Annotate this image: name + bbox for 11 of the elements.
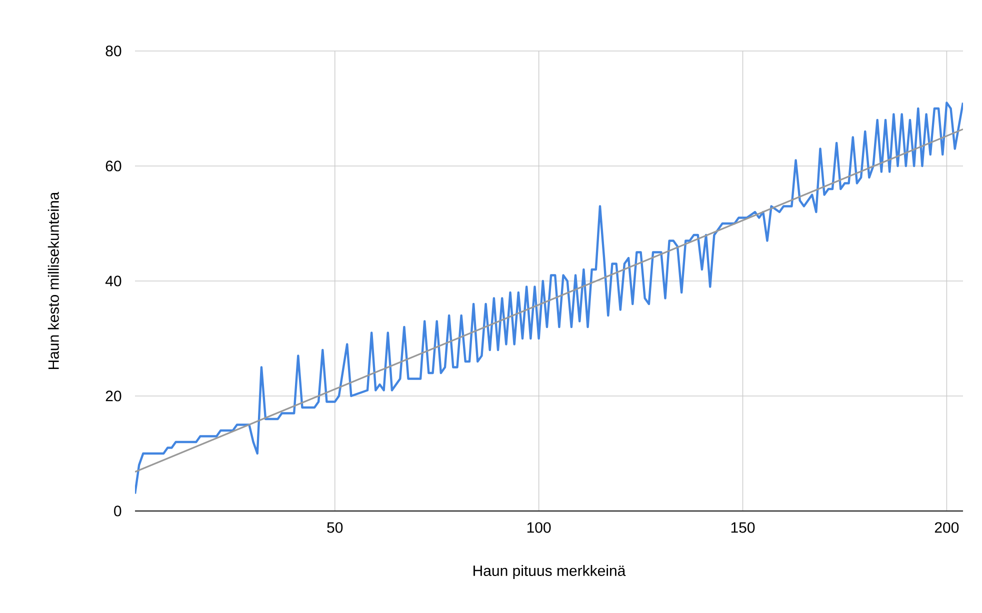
- y-axis-title: Haun kesto millisekunteina: [48, 192, 59, 369]
- x-axis-title: Haun pituus merkkeinä: [474, 565, 626, 579]
- y-tick-label: 40: [105, 276, 122, 286]
- x-tick-label: 50: [327, 522, 343, 533]
- y-tick-label: 60: [106, 160, 122, 172]
- y-tick-label: 0: [114, 506, 122, 516]
- y-tick-label: 80: [106, 46, 122, 56]
- x-tick-label: 150: [731, 522, 755, 533]
- x-tick-label: 100: [527, 522, 551, 533]
- y-tick-label: 20: [106, 390, 122, 402]
- x-tick-label: 200: [934, 522, 959, 533]
